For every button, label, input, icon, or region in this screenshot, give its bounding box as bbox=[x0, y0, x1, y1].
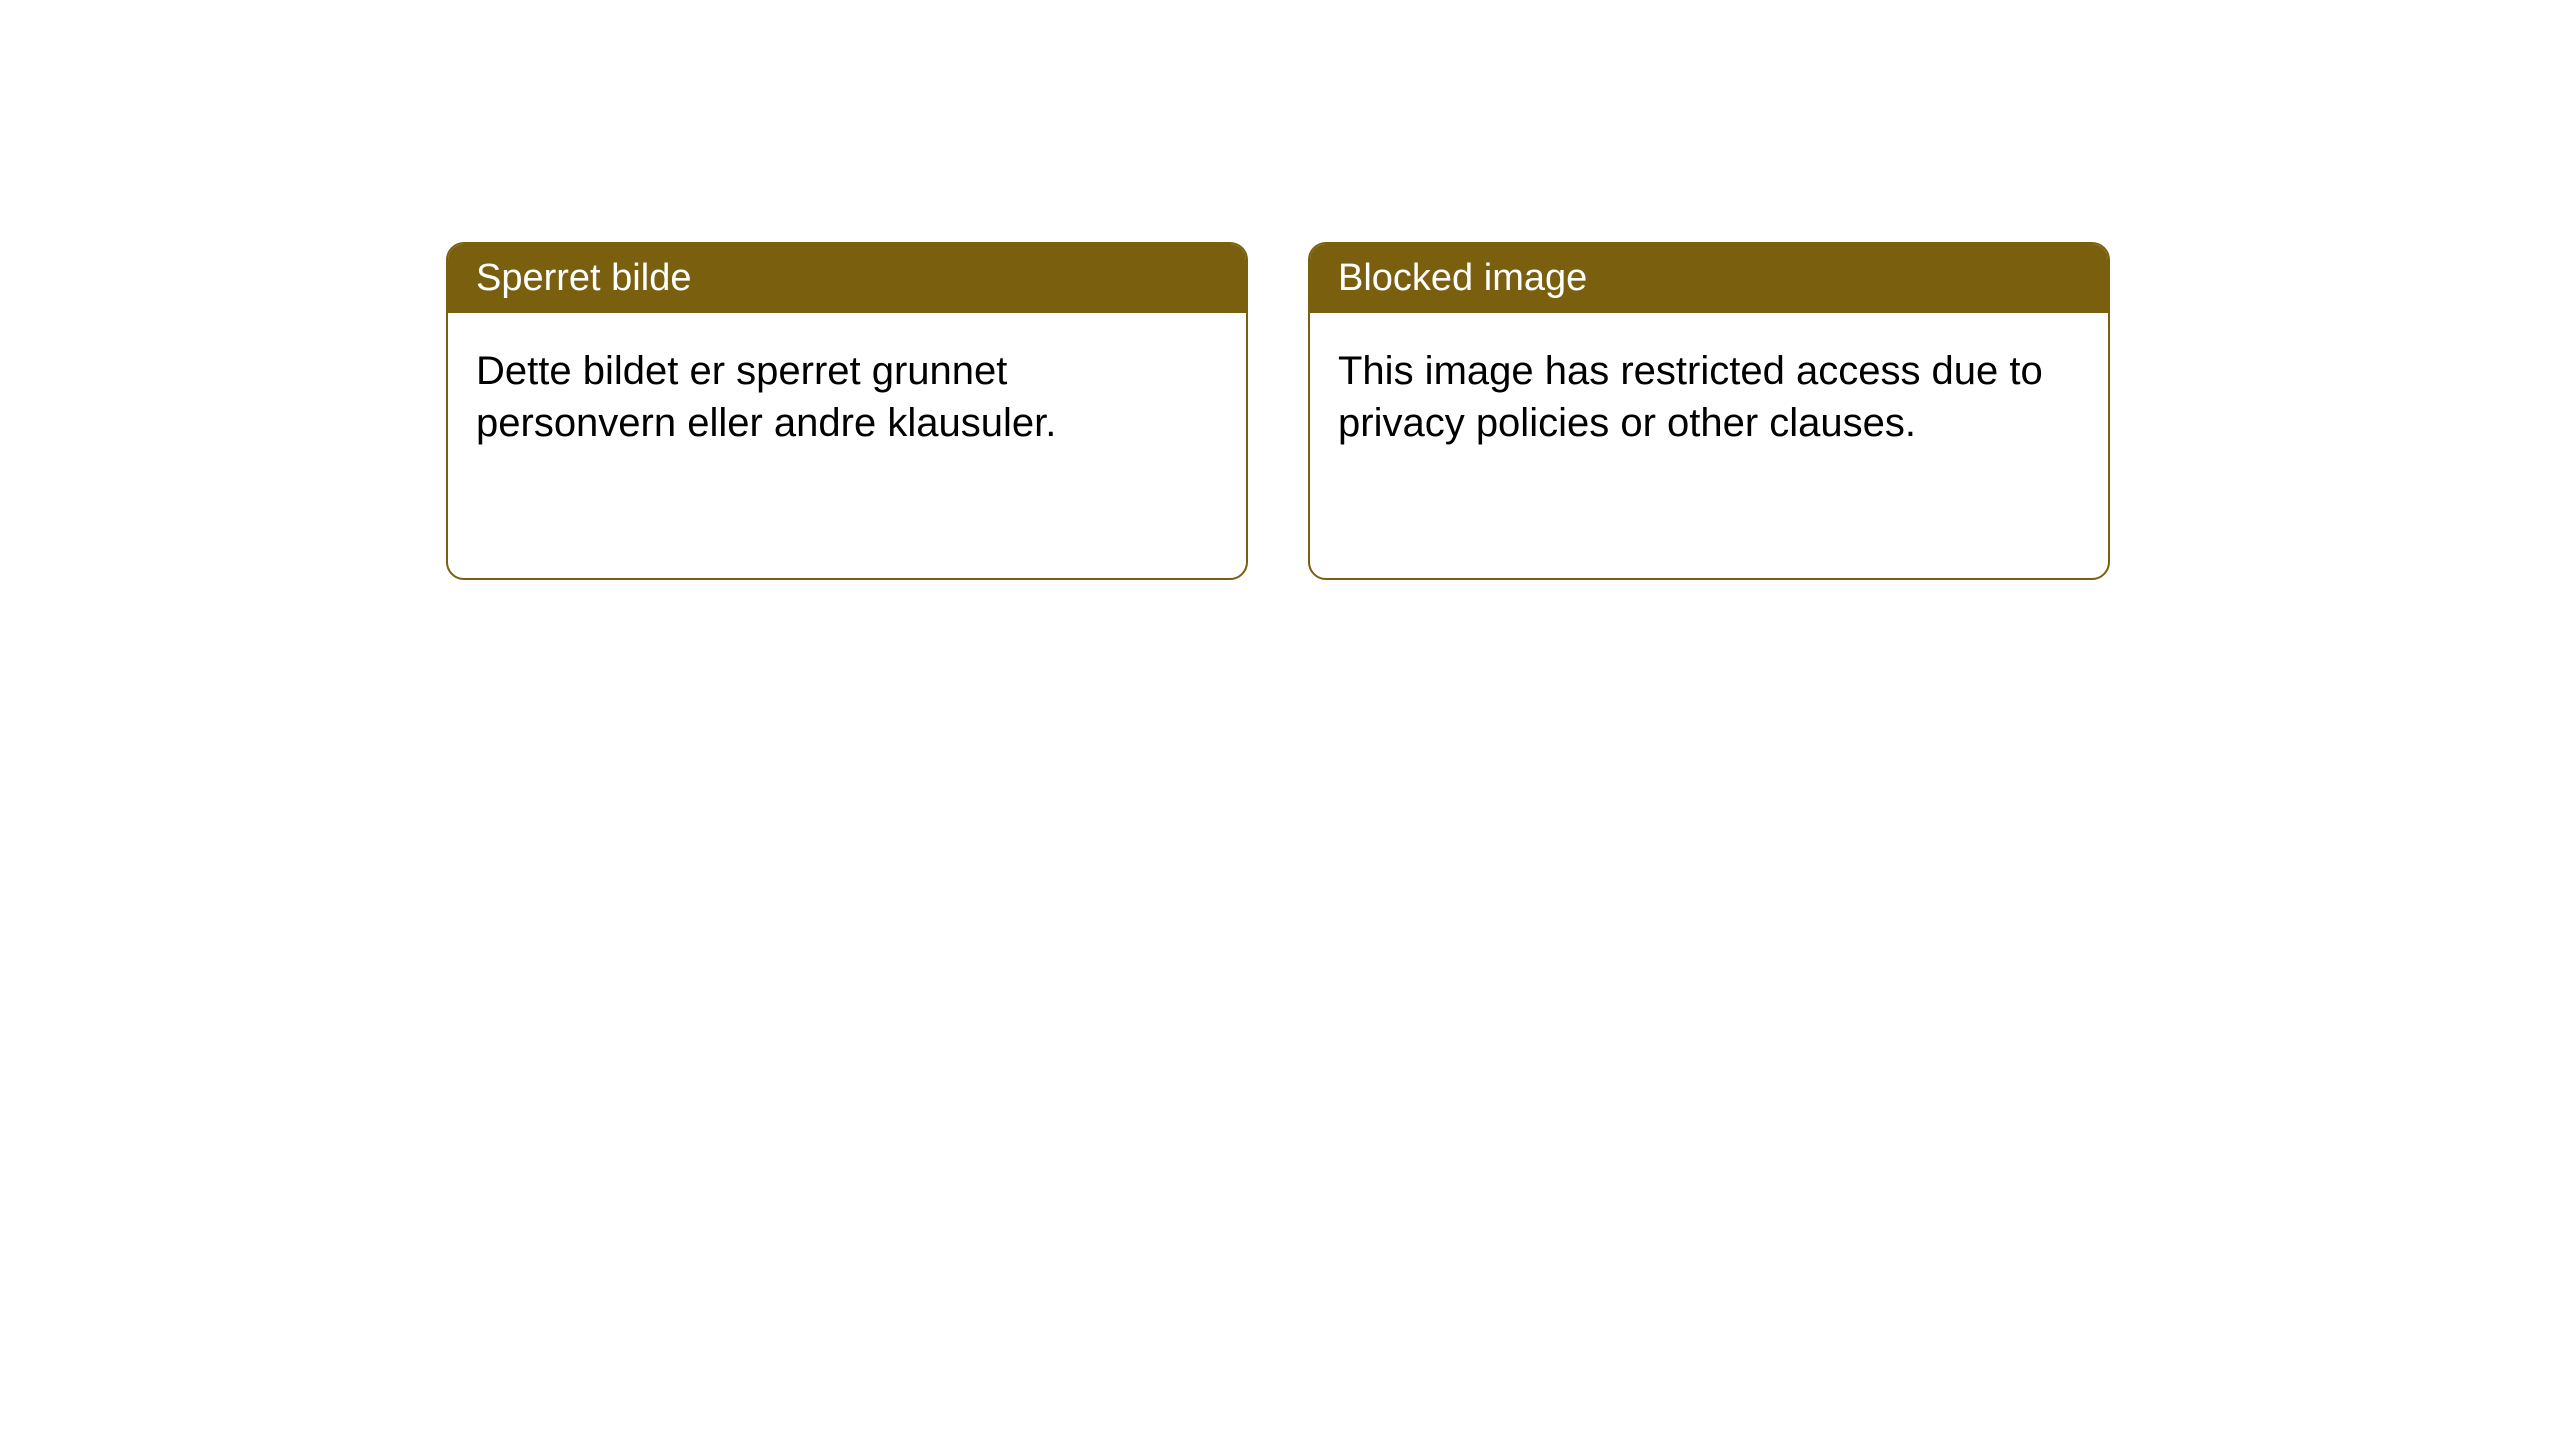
card-header: Sperret bilde bbox=[448, 244, 1246, 313]
card-header: Blocked image bbox=[1310, 244, 2108, 313]
card-body: Dette bildet er sperret grunnet personve… bbox=[448, 313, 1246, 481]
info-cards-container: Sperret bilde Dette bildet er sperret gr… bbox=[446, 242, 2110, 580]
card-body: This image has restricted access due to … bbox=[1310, 313, 2108, 481]
card-title: Blocked image bbox=[1338, 257, 1587, 299]
card-body-text: Dette bildet er sperret grunnet personve… bbox=[476, 349, 1056, 445]
card-body-text: This image has restricted access due to … bbox=[1338, 349, 2043, 445]
info-card-norwegian: Sperret bilde Dette bildet er sperret gr… bbox=[446, 242, 1248, 580]
card-title: Sperret bilde bbox=[476, 257, 691, 299]
info-card-english: Blocked image This image has restricted … bbox=[1308, 242, 2110, 580]
